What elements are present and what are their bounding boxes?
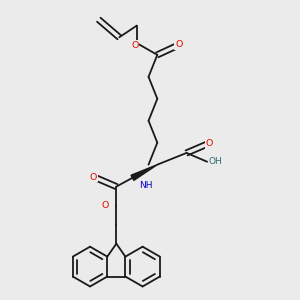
Text: O: O (206, 139, 213, 148)
Text: NH: NH (139, 181, 152, 190)
Polygon shape (131, 165, 157, 180)
Text: O: O (102, 201, 109, 210)
Text: O: O (131, 41, 139, 50)
Text: O: O (175, 40, 182, 49)
Text: OH: OH (208, 157, 222, 166)
Text: O: O (90, 173, 97, 182)
